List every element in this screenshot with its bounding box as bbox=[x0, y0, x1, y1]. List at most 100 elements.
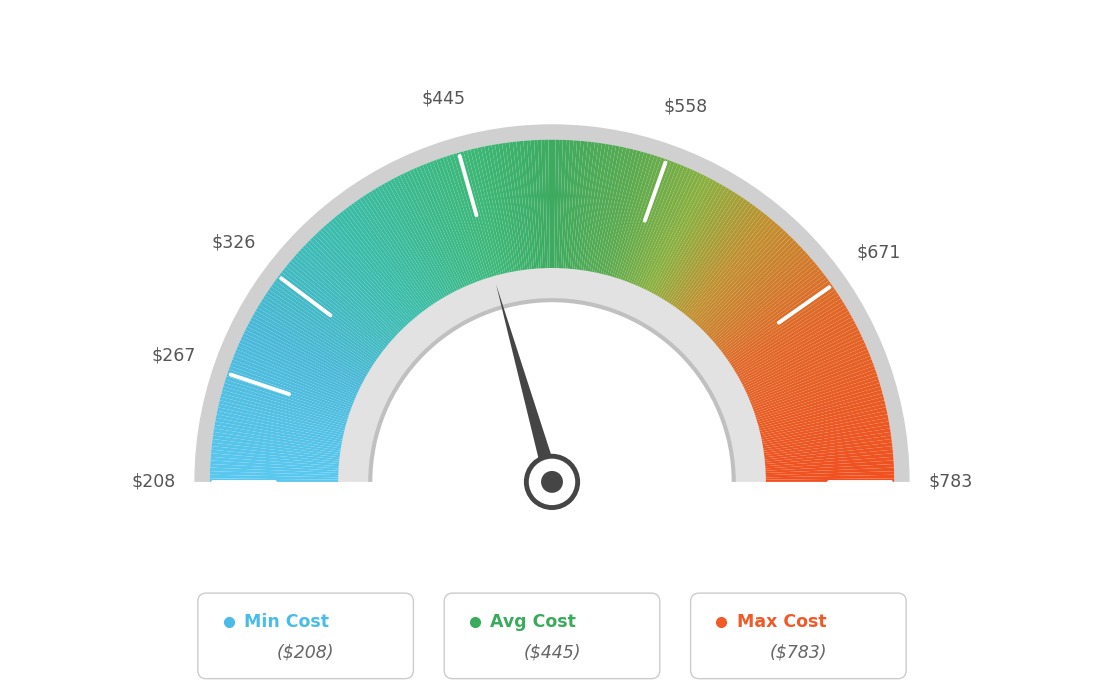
Wedge shape bbox=[216, 414, 344, 442]
Wedge shape bbox=[711, 255, 811, 343]
Wedge shape bbox=[235, 349, 357, 402]
Wedge shape bbox=[756, 390, 882, 427]
Text: $783: $783 bbox=[928, 473, 973, 491]
Wedge shape bbox=[277, 275, 383, 355]
Text: Max Cost: Max Cost bbox=[736, 613, 827, 631]
Wedge shape bbox=[293, 255, 393, 343]
Wedge shape bbox=[694, 228, 784, 326]
Wedge shape bbox=[262, 299, 373, 370]
Wedge shape bbox=[338, 268, 766, 482]
Wedge shape bbox=[460, 151, 497, 277]
Wedge shape bbox=[743, 333, 861, 391]
Wedge shape bbox=[598, 148, 630, 275]
Wedge shape bbox=[346, 207, 425, 313]
Wedge shape bbox=[630, 164, 681, 286]
Wedge shape bbox=[267, 290, 376, 364]
Wedge shape bbox=[679, 207, 758, 313]
Wedge shape bbox=[728, 290, 837, 364]
Wedge shape bbox=[230, 363, 353, 410]
Wedge shape bbox=[691, 223, 778, 323]
Wedge shape bbox=[707, 248, 804, 338]
Wedge shape bbox=[746, 343, 866, 397]
Text: $208: $208 bbox=[131, 473, 176, 491]
Wedge shape bbox=[315, 233, 406, 328]
Wedge shape bbox=[234, 353, 355, 404]
Wedge shape bbox=[217, 404, 346, 435]
Wedge shape bbox=[609, 152, 647, 278]
Wedge shape bbox=[601, 149, 634, 276]
Wedge shape bbox=[219, 400, 346, 433]
Wedge shape bbox=[624, 160, 671, 283]
Wedge shape bbox=[683, 214, 767, 317]
Wedge shape bbox=[622, 159, 668, 282]
Wedge shape bbox=[222, 390, 348, 427]
Wedge shape bbox=[692, 225, 781, 324]
Wedge shape bbox=[729, 293, 839, 366]
Wedge shape bbox=[224, 380, 350, 421]
Wedge shape bbox=[655, 182, 720, 297]
Wedge shape bbox=[549, 139, 552, 270]
Wedge shape bbox=[214, 425, 343, 449]
Wedge shape bbox=[467, 150, 501, 277]
Wedge shape bbox=[741, 326, 859, 388]
Wedge shape bbox=[689, 221, 776, 322]
Text: $326: $326 bbox=[211, 233, 255, 251]
Wedge shape bbox=[572, 141, 587, 271]
Wedge shape bbox=[212, 439, 341, 457]
Wedge shape bbox=[282, 269, 385, 352]
Wedge shape bbox=[744, 336, 863, 393]
Wedge shape bbox=[254, 310, 369, 377]
Wedge shape bbox=[740, 324, 857, 386]
Wedge shape bbox=[328, 221, 415, 322]
Wedge shape bbox=[619, 157, 665, 282]
Text: $558: $558 bbox=[664, 97, 708, 115]
Wedge shape bbox=[736, 314, 852, 380]
Wedge shape bbox=[273, 281, 381, 359]
Wedge shape bbox=[485, 146, 512, 274]
Wedge shape bbox=[565, 140, 577, 270]
Wedge shape bbox=[763, 446, 893, 462]
Wedge shape bbox=[763, 450, 893, 464]
Wedge shape bbox=[585, 144, 609, 273]
Wedge shape bbox=[640, 170, 698, 290]
Wedge shape bbox=[751, 363, 874, 410]
Wedge shape bbox=[754, 380, 880, 421]
Wedge shape bbox=[574, 141, 592, 271]
Wedge shape bbox=[749, 353, 870, 404]
Wedge shape bbox=[491, 144, 517, 273]
Wedge shape bbox=[750, 356, 871, 406]
Wedge shape bbox=[587, 144, 613, 273]
Wedge shape bbox=[605, 150, 640, 277]
Wedge shape bbox=[742, 330, 860, 390]
Wedge shape bbox=[764, 471, 894, 477]
Wedge shape bbox=[495, 144, 519, 273]
Wedge shape bbox=[243, 333, 361, 391]
Wedge shape bbox=[552, 139, 555, 270]
Polygon shape bbox=[496, 284, 560, 484]
Wedge shape bbox=[457, 152, 495, 278]
Wedge shape bbox=[756, 386, 882, 425]
Wedge shape bbox=[378, 186, 446, 299]
Wedge shape bbox=[633, 165, 684, 286]
Wedge shape bbox=[734, 308, 848, 376]
Wedge shape bbox=[698, 233, 789, 328]
Wedge shape bbox=[688, 218, 773, 320]
FancyBboxPatch shape bbox=[444, 593, 660, 679]
Wedge shape bbox=[545, 139, 550, 270]
Wedge shape bbox=[275, 278, 382, 357]
Wedge shape bbox=[439, 157, 485, 282]
Wedge shape bbox=[194, 124, 910, 482]
Wedge shape bbox=[360, 197, 435, 306]
Wedge shape bbox=[210, 468, 340, 475]
Wedge shape bbox=[750, 359, 873, 408]
Wedge shape bbox=[563, 140, 573, 270]
Wedge shape bbox=[270, 284, 379, 361]
Wedge shape bbox=[673, 201, 751, 309]
Wedge shape bbox=[393, 177, 456, 294]
Wedge shape bbox=[214, 422, 343, 446]
Wedge shape bbox=[576, 142, 595, 271]
Wedge shape bbox=[269, 286, 378, 363]
Wedge shape bbox=[671, 199, 747, 308]
Wedge shape bbox=[420, 165, 471, 286]
Wedge shape bbox=[761, 417, 889, 444]
